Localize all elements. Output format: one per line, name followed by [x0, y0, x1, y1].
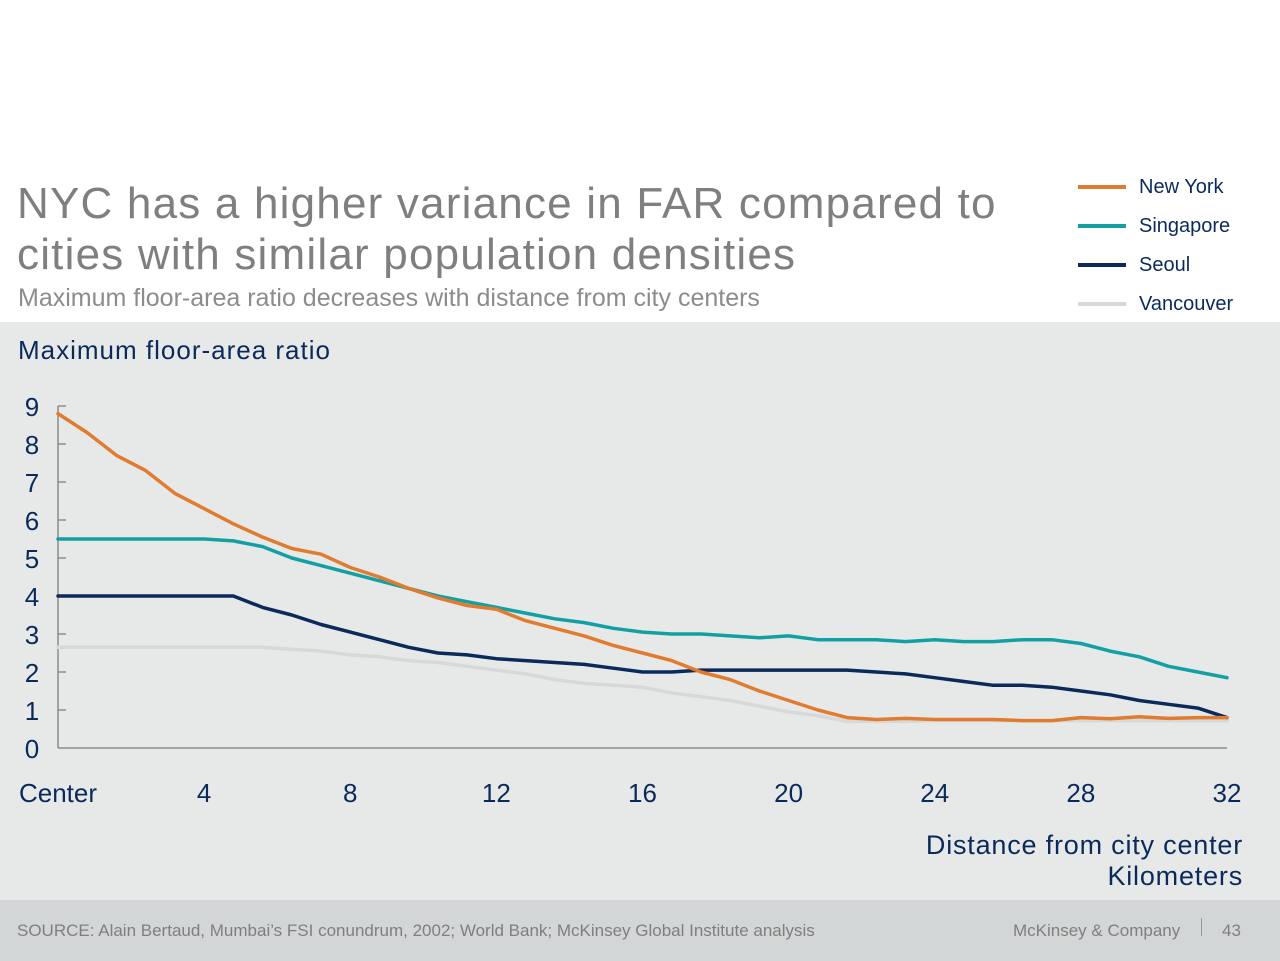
legend-label-new-york: New York: [1139, 176, 1224, 198]
legend-item-new-york: New York: [1078, 172, 1278, 211]
legend-label-singapore: Singapore: [1139, 215, 1231, 237]
legend-swatch-singapore: [1078, 224, 1126, 228]
legend-item-vancouver: Vancouver: [1078, 289, 1278, 328]
footer-bar: [0, 900, 1280, 961]
legend-item-singapore: Singapore: [1078, 211, 1278, 250]
chart-panel: [0, 322, 1280, 900]
x-tick-label: 8: [343, 778, 357, 808]
x-tick-label: 20: [774, 778, 803, 808]
series-line-singapore: [56, 537, 1229, 680]
page-title: NYC has a higher variance in FAR compare…: [17, 179, 997, 279]
x-tick-label: Center: [19, 778, 97, 808]
x-axis-unit: Kilometers: [1107, 861, 1243, 891]
legend-label-seoul: Seoul: [1139, 254, 1191, 276]
y-tick-label: 7: [25, 468, 39, 498]
series-line-seoul: [56, 594, 1229, 720]
x-tick-label: 16: [628, 778, 657, 808]
y-tick-label: 6: [25, 506, 39, 536]
y-tick-label: 8: [25, 430, 39, 460]
x-tick-label: 32: [1213, 778, 1242, 808]
footer-divider: [1201, 918, 1202, 936]
x-tick-label: 24: [920, 778, 949, 808]
legend-swatch-seoul: [1078, 263, 1126, 267]
y-tick-label: 5: [25, 544, 39, 574]
chart-legend: New York Singapore Seoul Vancouver: [1078, 172, 1278, 328]
legend-item-seoul: Seoul: [1078, 250, 1278, 289]
series-line-vancouver: [56, 645, 1229, 724]
legend-label-vancouver: Vancouver: [1139, 293, 1234, 315]
y-tick-label: 4: [25, 582, 39, 612]
legend-swatch-vancouver: [1078, 302, 1126, 306]
y-tick-label: 1: [25, 696, 39, 726]
y-tick-label: 2: [25, 658, 39, 688]
page-number: 43: [1222, 921, 1241, 940]
y-tick-label: 0: [25, 734, 39, 764]
x-tick-label: 12: [482, 778, 511, 808]
x-axis-label: Distance from city center: [925, 830, 1243, 860]
page-subtitle: Maximum floor-area ratio decreases with …: [18, 284, 760, 312]
x-tick-label: 4: [197, 778, 211, 808]
source-note: SOURCE: Alain Bertaud, Mumbai’s FSI conu…: [17, 921, 815, 940]
series-line-new-york: [56, 411, 1229, 723]
y-tick-label: 3: [25, 620, 39, 650]
x-axis-title: Distance from city center Kilometers: [926, 830, 1243, 892]
legend-swatch-new-york: [1078, 185, 1126, 189]
x-tick-label: 28: [1066, 778, 1095, 808]
y-tick-label: 9: [25, 392, 39, 422]
brand-name: McKinsey & Company: [1013, 921, 1181, 940]
y-axis-title: Maximum floor-area ratio: [18, 335, 331, 365]
